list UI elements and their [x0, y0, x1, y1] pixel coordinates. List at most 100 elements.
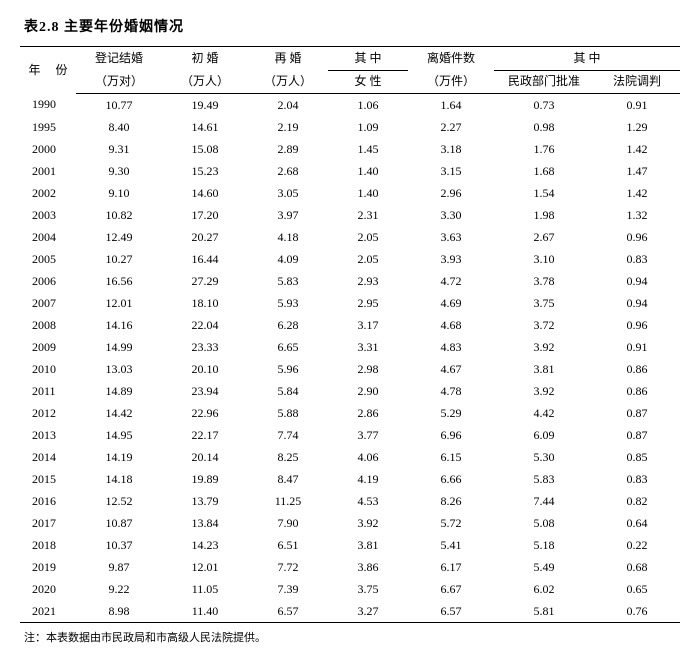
- cell-value: 7.74: [248, 424, 328, 446]
- cell-value: 10.27: [76, 248, 162, 270]
- table-row: 201710.8713.847.903.925.725.080.64: [20, 512, 680, 534]
- cell-value: 12.01: [76, 292, 162, 314]
- cell-value: 0.76: [594, 600, 680, 623]
- col-reg-header-l1: 登记结婚: [76, 47, 162, 71]
- cell-value: 0.82: [594, 490, 680, 512]
- table-row: 200712.0118.105.932.954.693.750.94: [20, 292, 680, 314]
- cell-value: 3.27: [328, 600, 408, 623]
- cell-year: 2017: [20, 512, 76, 534]
- cell-value: 1.40: [328, 160, 408, 182]
- cell-value: 14.19: [76, 446, 162, 468]
- cell-value: 4.06: [328, 446, 408, 468]
- cell-value: 9.10: [76, 182, 162, 204]
- cell-value: 5.18: [494, 534, 594, 556]
- cell-value: 6.15: [408, 446, 494, 468]
- cell-value: 18.10: [162, 292, 248, 314]
- cell-value: 11.40: [162, 600, 248, 623]
- cell-value: 3.86: [328, 556, 408, 578]
- cell-value: 2.19: [248, 116, 328, 138]
- cell-value: 7.72: [248, 556, 328, 578]
- cell-value: 4.67: [408, 358, 494, 380]
- cell-value: 5.72: [408, 512, 494, 534]
- table-row: 201810.3714.236.513.815.415.180.22: [20, 534, 680, 556]
- cell-value: 1.29: [594, 116, 680, 138]
- cell-value: 22.17: [162, 424, 248, 446]
- cell-value: 3.78: [494, 270, 594, 292]
- cell-value: 23.94: [162, 380, 248, 402]
- cell-value: 5.96: [248, 358, 328, 380]
- table-row: 20029.1014.603.051.402.961.541.42: [20, 182, 680, 204]
- cell-value: 5.81: [494, 600, 594, 623]
- cell-value: 1.98: [494, 204, 594, 226]
- table-row: 20019.3015.232.681.403.151.681.47: [20, 160, 680, 182]
- cell-value: 6.65: [248, 336, 328, 358]
- cell-value: 4.18: [248, 226, 328, 248]
- cell-value: 2.89: [248, 138, 328, 160]
- cell-value: 0.87: [594, 424, 680, 446]
- cell-value: 9.31: [76, 138, 162, 160]
- table-row: 19958.4014.612.191.092.270.981.29: [20, 116, 680, 138]
- cell-value: 6.09: [494, 424, 594, 446]
- cell-value: 13.79: [162, 490, 248, 512]
- cell-year: 2005: [20, 248, 76, 270]
- table-row: 201114.8923.945.842.904.783.920.86: [20, 380, 680, 402]
- cell-value: 6.57: [408, 600, 494, 623]
- cell-value: 6.66: [408, 468, 494, 490]
- cell-value: 15.08: [162, 138, 248, 160]
- cell-value: 15.23: [162, 160, 248, 182]
- table-footnote: 注：本表数据由市民政局和市高级人民法院提供。: [24, 629, 680, 645]
- table-row: 20009.3115.082.891.453.181.761.42: [20, 138, 680, 160]
- cell-year: 2001: [20, 160, 76, 182]
- cell-year: 2020: [20, 578, 76, 600]
- cell-value: 1.54: [494, 182, 594, 204]
- cell-value: 1.68: [494, 160, 594, 182]
- cell-value: 2.68: [248, 160, 328, 182]
- cell-value: 5.83: [494, 468, 594, 490]
- cell-year: 2006: [20, 270, 76, 292]
- col-court-header: 法院调判: [594, 70, 680, 94]
- cell-year: 2015: [20, 468, 76, 490]
- table-row: 200814.1622.046.283.174.683.720.96: [20, 314, 680, 336]
- col-first-header-l2: （万人）: [162, 70, 248, 94]
- col-remarr-header-l1: 再 婚: [248, 47, 328, 71]
- cell-year: 2007: [20, 292, 76, 314]
- cell-value: 6.67: [408, 578, 494, 600]
- cell-value: 5.08: [494, 512, 594, 534]
- cell-year: 2002: [20, 182, 76, 204]
- cell-value: 3.17: [328, 314, 408, 336]
- cell-value: 9.30: [76, 160, 162, 182]
- cell-value: 27.29: [162, 270, 248, 292]
- cell-value: 22.96: [162, 402, 248, 424]
- table-title: 表2.8 主要年份婚姻情况: [24, 16, 680, 36]
- cell-value: 14.18: [76, 468, 162, 490]
- cell-value: 2.95: [328, 292, 408, 314]
- cell-value: 2.05: [328, 248, 408, 270]
- cell-value: 2.93: [328, 270, 408, 292]
- cell-value: 0.64: [594, 512, 680, 534]
- cell-value: 5.30: [494, 446, 594, 468]
- table-row: 199010.7719.492.041.061.640.730.91: [20, 94, 680, 117]
- cell-value: 1.40: [328, 182, 408, 204]
- cell-value: 1.47: [594, 160, 680, 182]
- cell-value: 10.37: [76, 534, 162, 556]
- cell-value: 16.44: [162, 248, 248, 270]
- cell-year: 2011: [20, 380, 76, 402]
- cell-value: 0.85: [594, 446, 680, 468]
- col-female-header: 女 性: [328, 70, 408, 94]
- cell-value: 16.56: [76, 270, 162, 292]
- cell-year: 1990: [20, 94, 76, 117]
- table-row: 20199.8712.017.723.866.175.490.68: [20, 556, 680, 578]
- cell-value: 14.42: [76, 402, 162, 424]
- cell-value: 4.53: [328, 490, 408, 512]
- cell-value: 6.51: [248, 534, 328, 556]
- cell-value: 4.72: [408, 270, 494, 292]
- cell-value: 1.42: [594, 138, 680, 160]
- cell-value: 3.30: [408, 204, 494, 226]
- cell-value: 12.49: [76, 226, 162, 248]
- cell-value: 11.05: [162, 578, 248, 600]
- cell-value: 0.86: [594, 358, 680, 380]
- cell-value: 3.81: [328, 534, 408, 556]
- col-reg-header-l2: （万对）: [76, 70, 162, 94]
- cell-value: 5.93: [248, 292, 328, 314]
- cell-value: 3.77: [328, 424, 408, 446]
